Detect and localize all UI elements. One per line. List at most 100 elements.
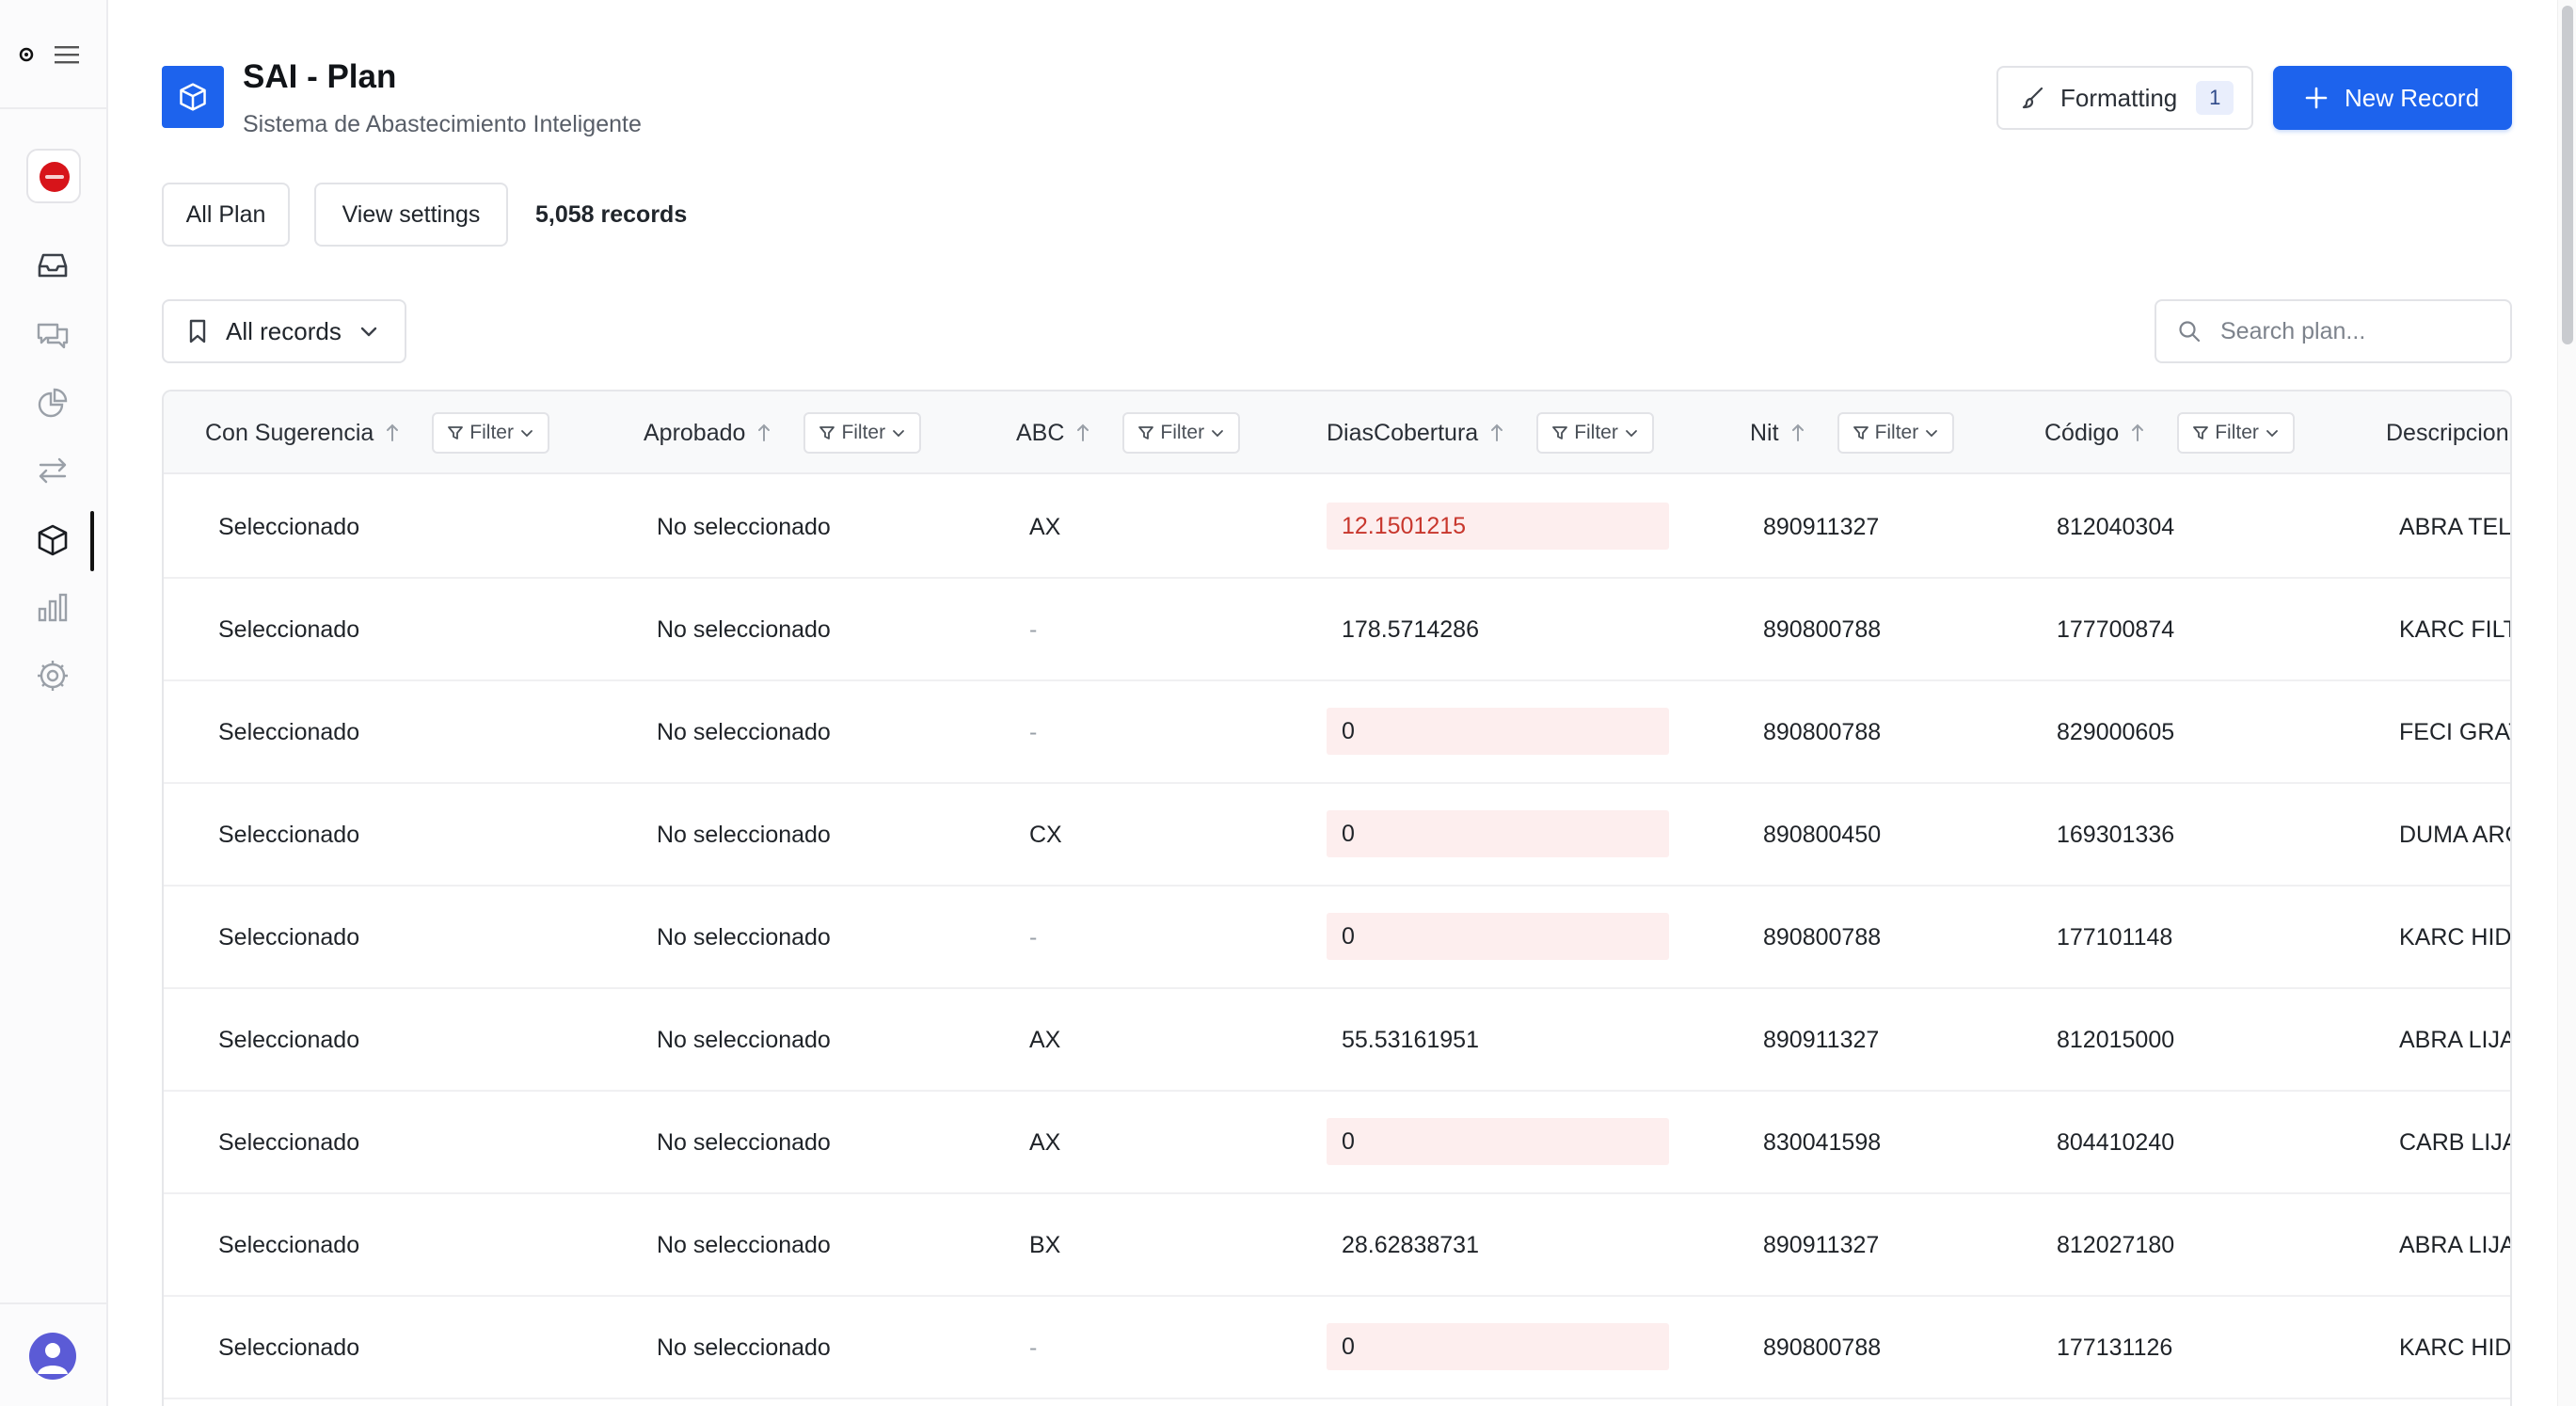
cell-dias-cobertura: 28.62838731 [1342,1232,1479,1258]
column-label: Código [2044,419,2120,446]
sidebar-item-plan[interactable] [32,519,73,561]
menu-icon[interactable] [53,43,81,66]
sort-asc-icon[interactable] [2128,422,2147,444]
column-header-abc[interactable]: ABC Filter [1016,391,1241,474]
table-header: Con Sugerencia Filter Aprobado Filter AB… [164,391,2510,474]
filter-icon [2193,426,2209,439]
cell-aprobado: No seleccionado [657,1027,831,1053]
filter-button[interactable]: Filter [803,412,922,454]
table-row[interactable]: Seleccionado No seleccionado - 178.5714286 8… [164,579,2510,681]
column-header-dias-cobertura[interactable]: DiasCobertura Filter [1327,391,1654,474]
sort-asc-icon[interactable] [1487,422,1506,444]
workspace-logo[interactable] [26,149,81,203]
all-records-label: All records [226,316,342,345]
column-label: DiasCobertura [1327,419,1479,446]
table-row[interactable]: Seleccionado No seleccionado AX 0 830041598 8… [164,1092,2510,1194]
cell-abc: CX [1029,822,1062,848]
sidebar-item-reports[interactable] [32,587,73,629]
formatting-button[interactable]: Formatting 1 [1996,66,2253,130]
arrows-exchange-icon [39,457,67,484]
cell-descripcion: KARC HIDR [2399,1334,2512,1361]
sidebar-item-settings[interactable] [32,655,73,696]
cell-codigo: 177700874 [2057,616,2175,643]
cell-aprobado: No seleccionado [657,616,831,643]
sort-asc-icon[interactable] [755,422,773,444]
cell-con-sugerencia: Seleccionado [218,1027,360,1053]
chat-icon [37,323,69,349]
cell-dias-cobertura: 178.5714286 [1342,616,1479,643]
cell-codigo: 812015000 [2057,1027,2175,1053]
all-plan-button[interactable]: All Plan [162,183,290,247]
cell-abc: - [1029,1334,1038,1361]
column-header-nit[interactable]: Nit Filter [1750,391,1955,474]
sidebar-item-inbox[interactable] [32,245,73,286]
cell-abc: AX [1029,514,1061,540]
new-record-button[interactable]: New Record [2273,66,2512,130]
app-icon [162,66,224,128]
cell-dias-cobertura: 12.1501215 [1327,503,1669,550]
table-row[interactable]: Seleccionado No seleccionado - 0 890800788 82… [164,681,2510,784]
chevron-down-icon [1926,430,1938,438]
column-label: Descripcion [2386,419,2509,446]
search-input[interactable] [2220,317,2493,345]
filter-button[interactable]: Filter [1837,412,1955,454]
scrollbar-thumb[interactable] [2562,6,2573,344]
sidebar-footer [0,1302,106,1406]
table-row[interactable]: Seleccionado No seleccionado CX 0 890800450 1… [164,784,2510,887]
filter-button[interactable]: Filter [432,412,549,454]
sort-asc-icon[interactable] [383,422,402,444]
column-label: ABC [1016,419,1065,446]
sort-asc-icon[interactable] [1789,422,1807,444]
view-settings-button[interactable]: View settings [314,183,508,247]
sidebar-item-transfers[interactable] [32,450,73,491]
plus-icon [2305,87,2328,109]
all-records-dropdown[interactable]: All records [162,299,406,363]
brush-icon [2022,87,2043,109]
cell-descripcion: ABRA LIJA [2399,1232,2512,1258]
cell-nit: 890911327 [1763,1027,1880,1053]
filter-button[interactable]: Filter [1122,412,1241,454]
user-avatar[interactable] [29,1333,76,1380]
bar-chart-icon [38,593,68,622]
cell-codigo: 812040304 [2057,514,2175,540]
cell-nit: 890911327 [1763,1232,1880,1258]
filter-icon [1852,426,1868,439]
search-box[interactable] [2155,299,2512,363]
chevron-down-icon [893,430,905,438]
page-scrollbar[interactable] [2557,0,2576,1406]
column-header-descripcion[interactable]: Descripcion [2386,391,2509,474]
sidebar-item-chat[interactable] [32,314,73,356]
table-row[interactable]: Seleccionado No seleccionado - 0 890800788 17… [164,1297,2512,1399]
filter-icon [448,426,464,439]
sort-asc-icon[interactable] [1073,422,1092,444]
cell-aprobado: No seleccionado [657,822,831,848]
column-header-aprobado[interactable]: Aprobado Filter [644,391,922,474]
table-row[interactable]: Seleccionado No seleccionado AX 55.53161951… [164,989,2510,1092]
cell-abc: - [1029,616,1038,643]
table-row[interactable]: Seleccionado No seleccionado - 0 890800788 17… [164,887,2512,989]
cell-descripcion: KARC HIDR [2399,924,2512,951]
cell-con-sugerencia: Seleccionado [218,1232,360,1258]
filter-button[interactable]: Filter [1536,412,1654,454]
column-label: Con Sugerencia [205,419,374,446]
table-row[interactable]: Seleccionado No seleccionado BX 28.62838731… [164,1194,2512,1297]
column-header-codigo[interactable]: Código Filter [2044,391,2295,474]
chevron-down-icon [1625,430,1637,438]
table-row[interactable]: Seleccionado No seleccionado AX 12.1501215 8… [164,476,2510,579]
cell-abc: AX [1029,1027,1061,1053]
formatting-count-badge: 1 [2196,81,2234,115]
sidebar-item-analytics[interactable] [32,382,73,423]
cell-codigo: 177101148 [2057,924,2173,951]
cell-dias-cobertura: 0 [1327,1118,1669,1165]
cell-abc: AX [1029,1129,1061,1156]
cell-con-sugerencia: Seleccionado [218,514,360,540]
cell-con-sugerencia: Seleccionado [218,822,360,848]
cell-aprobado: No seleccionado [657,1334,831,1361]
column-header-con-sugerencia[interactable]: Con Sugerencia Filter [205,391,549,474]
filter-button[interactable]: Filter [2177,412,2295,454]
logo-icon [19,47,34,62]
page-title: SAI - Plan [243,58,397,95]
cell-codigo: 177131126 [2057,1334,2173,1361]
cell-codigo: 829000605 [2057,719,2175,745]
cell-con-sugerencia: Seleccionado [218,1129,360,1156]
